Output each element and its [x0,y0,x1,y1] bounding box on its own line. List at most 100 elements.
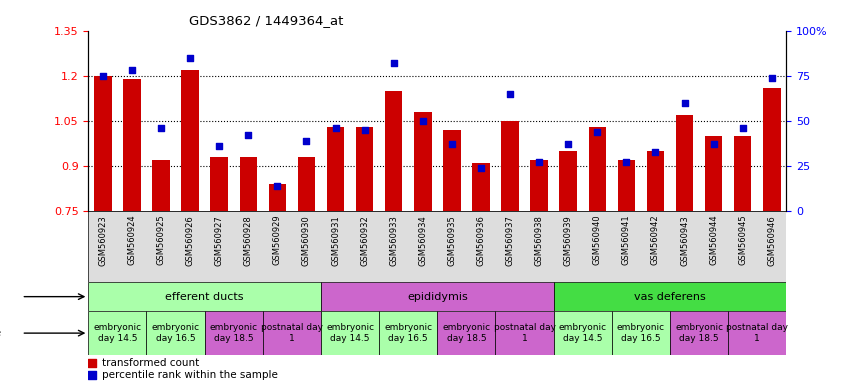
Bar [262,311,321,355]
Text: GSM560939: GSM560939 [563,215,573,265]
Bar [182,70,198,211]
Point [562,141,575,147]
Bar [495,311,553,355]
Point [445,141,458,147]
Text: GSM560942: GSM560942 [651,215,660,265]
Text: GSM560927: GSM560927 [214,215,224,265]
Point [213,143,226,149]
Text: vas deferens: vas deferens [634,291,706,302]
Text: embryonic
day 16.5: embryonic day 16.5 [151,323,199,343]
Bar [146,311,204,355]
Bar [670,311,728,355]
Text: embryonic
day 16.5: embryonic day 16.5 [616,323,665,343]
Text: GSM560934: GSM560934 [418,215,427,265]
Bar [298,157,315,211]
Bar [443,130,461,211]
Text: embryonic
day 18.5: embryonic day 18.5 [675,323,723,343]
Text: postnatal day
1: postnatal day 1 [261,323,323,343]
Text: GSM560936: GSM560936 [477,215,485,266]
Text: GSM560929: GSM560929 [272,215,282,265]
Text: GSM560930: GSM560930 [302,215,311,265]
Point [416,118,430,124]
Point [532,159,546,166]
Text: GSM560938: GSM560938 [535,215,543,266]
Text: GSM560945: GSM560945 [738,215,747,265]
Text: postnatal day
1: postnatal day 1 [727,323,788,343]
Point [241,132,255,139]
Text: embryonic
day 18.5: embryonic day 18.5 [442,323,490,343]
Text: GSM560943: GSM560943 [680,215,689,265]
Point [288,206,301,212]
Bar [414,112,431,211]
Text: GSM560941: GSM560941 [621,215,631,265]
Bar [123,79,140,211]
Point [96,73,109,79]
Bar [210,157,228,211]
Bar [88,282,321,311]
Point [474,165,488,171]
Bar [240,157,257,211]
Bar [88,311,146,355]
Point [590,129,604,135]
Bar [321,282,553,311]
Point [125,67,139,73]
Point [288,319,301,325]
Text: GSM560944: GSM560944 [709,215,718,265]
Text: embryonic
day 16.5: embryonic day 16.5 [384,323,432,343]
Text: GSM560935: GSM560935 [447,215,457,265]
Bar [268,184,286,211]
Bar [356,127,373,211]
Bar [531,160,547,211]
Text: GSM560923: GSM560923 [98,215,108,265]
Text: postnatal day
1: postnatal day 1 [494,323,556,343]
Bar [763,88,780,211]
Bar [321,311,379,355]
Bar [559,151,577,211]
Point [329,125,342,131]
Text: epididymis: epididymis [407,291,468,302]
Point [358,127,372,133]
Text: tissue: tissue [0,291,1,302]
Bar [94,76,112,211]
Text: embryonic
day 14.5: embryonic day 14.5 [558,323,607,343]
Text: efferent ducts: efferent ducts [166,291,244,302]
Bar [385,91,402,211]
Text: GSM560937: GSM560937 [505,215,515,266]
Text: GSM560932: GSM560932 [360,215,369,265]
Point [736,125,749,131]
Bar [553,282,786,311]
Point [503,91,516,97]
Text: GSM560940: GSM560940 [593,215,602,265]
Bar [734,136,751,211]
Text: embryonic
day 18.5: embryonic day 18.5 [209,323,258,343]
Text: transformed count: transformed count [103,358,199,368]
Point [154,125,167,131]
Text: embryonic
day 14.5: embryonic day 14.5 [93,323,141,343]
Bar [379,311,437,355]
Text: percentile rank within the sample: percentile rank within the sample [103,370,278,380]
Bar [204,311,262,355]
Bar [327,127,344,211]
Text: GSM560928: GSM560928 [244,215,253,265]
Text: GSM560924: GSM560924 [128,215,136,265]
Point [299,138,313,144]
Point [707,141,721,147]
Bar [589,127,606,211]
Bar [705,136,722,211]
Bar [437,311,495,355]
Point [648,149,662,155]
Text: development stage: development stage [0,328,1,338]
Text: GSM560946: GSM560946 [767,215,776,265]
Text: GSM560933: GSM560933 [389,215,398,266]
Text: GDS3862 / 1449364_at: GDS3862 / 1449364_at [189,14,344,27]
Text: embryonic
day 14.5: embryonic day 14.5 [326,323,374,343]
Bar [617,160,635,211]
Bar [611,311,670,355]
Bar [501,121,519,211]
Text: GSM560925: GSM560925 [156,215,166,265]
Point [678,100,691,106]
Point [620,159,633,166]
Bar [152,160,170,211]
Point [387,60,400,66]
Text: GSM560926: GSM560926 [186,215,194,265]
